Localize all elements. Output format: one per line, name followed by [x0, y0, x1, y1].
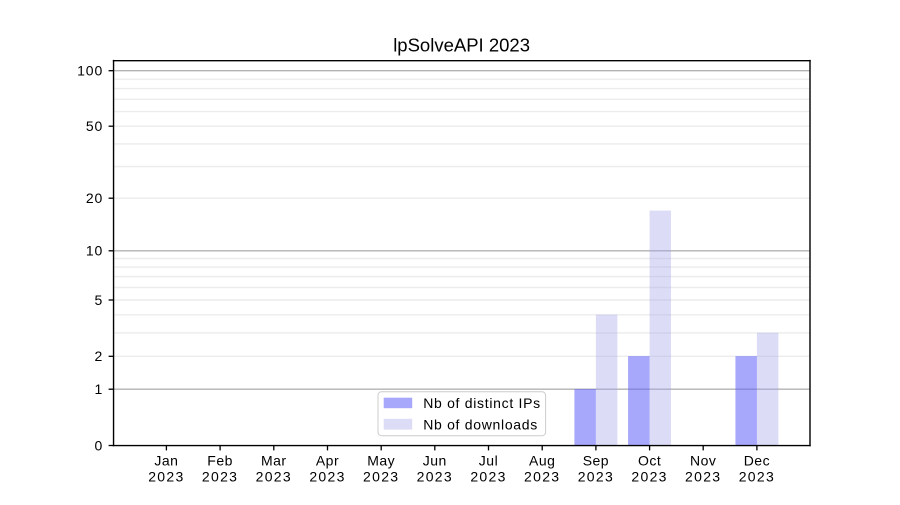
svg-text:Nb of downloads: Nb of downloads	[423, 416, 538, 432]
svg-text:10: 10	[86, 243, 103, 259]
svg-text:Sep: Sep	[583, 453, 609, 469]
svg-text:2023: 2023	[309, 468, 345, 484]
svg-text:lpSolveAPI 2023: lpSolveAPI 2023	[393, 34, 530, 55]
svg-text:Apr: Apr	[316, 453, 339, 469]
svg-text:Aug: Aug	[529, 453, 555, 469]
svg-text:2023: 2023	[363, 468, 399, 484]
svg-text:Jul: Jul	[479, 453, 498, 469]
svg-text:2023: 2023	[148, 468, 184, 484]
svg-text:Feb: Feb	[207, 453, 233, 469]
svg-text:1: 1	[95, 381, 104, 397]
svg-text:Nb of distinct IPs: Nb of distinct IPs	[423, 395, 541, 411]
svg-text:Mar: Mar	[261, 453, 287, 469]
svg-text:5: 5	[95, 292, 104, 308]
svg-text:2023: 2023	[202, 468, 238, 484]
svg-text:2023: 2023	[631, 468, 667, 484]
svg-text:2023: 2023	[256, 468, 292, 484]
svg-text:2023: 2023	[417, 468, 453, 484]
svg-text:Nov: Nov	[690, 453, 716, 469]
svg-text:May: May	[367, 453, 395, 469]
svg-text:50: 50	[86, 118, 103, 134]
svg-text:Dec: Dec	[744, 453, 770, 469]
svg-text:Oct: Oct	[638, 453, 661, 469]
svg-text:2: 2	[95, 348, 104, 364]
svg-text:2023: 2023	[524, 468, 560, 484]
svg-text:2023: 2023	[470, 468, 506, 484]
svg-text:2023: 2023	[578, 468, 614, 484]
svg-text:100: 100	[77, 63, 103, 79]
svg-text:Jun: Jun	[423, 453, 447, 469]
svg-text:2023: 2023	[739, 468, 775, 484]
svg-text:2023: 2023	[685, 468, 721, 484]
svg-text:Jan: Jan	[154, 453, 178, 469]
svg-text:20: 20	[86, 190, 103, 206]
svg-text:0: 0	[95, 437, 104, 453]
